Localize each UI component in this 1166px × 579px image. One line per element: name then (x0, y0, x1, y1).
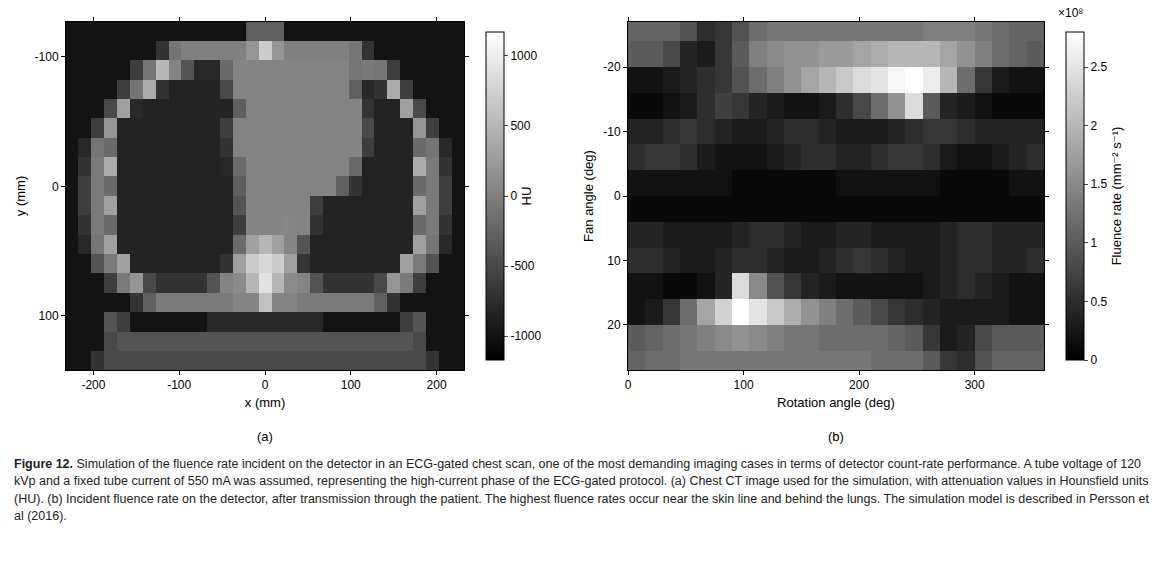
svg-text:300: 300 (965, 378, 985, 392)
svg-text:2.5: 2.5 (1090, 60, 1107, 74)
svg-text:20: 20 (607, 318, 621, 332)
svg-text:×10⁸: ×10⁸ (1058, 6, 1083, 20)
svg-text:100: 100 (39, 309, 59, 323)
svg-text:HU: HU (519, 187, 534, 206)
svg-text:-100: -100 (167, 378, 191, 392)
svg-text:10: 10 (607, 254, 621, 268)
svg-text:0: 0 (262, 378, 269, 392)
svg-text:-10: -10 (603, 125, 621, 139)
svg-text:-200: -200 (81, 378, 105, 392)
svg-text:y (mm): y (mm) (13, 176, 28, 216)
svg-text:100: 100 (341, 378, 361, 392)
svg-text:200: 200 (849, 378, 869, 392)
svg-text:-500: -500 (510, 259, 534, 273)
svg-text:1000: 1000 (510, 49, 537, 63)
svg-text:0: 0 (625, 378, 632, 392)
svg-text:500: 500 (510, 119, 530, 133)
svg-text:1: 1 (1090, 236, 1097, 250)
svg-text:1.5: 1.5 (1090, 177, 1107, 191)
svg-text:200: 200 (427, 378, 447, 392)
svg-text:(a): (a) (257, 429, 273, 444)
svg-text:100: 100 (734, 378, 754, 392)
svg-text:x (mm): x (mm) (245, 395, 285, 410)
svg-text:0: 0 (614, 189, 621, 203)
svg-text:0: 0 (52, 180, 59, 194)
svg-text:Fan angle (deg): Fan angle (deg) (581, 150, 596, 242)
html-text:Figure 12. Simulation of the f: Figure 12. Simulation of the fluence rat… (14, 457, 1149, 523)
svg-text:0.5: 0.5 (1090, 295, 1107, 309)
svg-text:2: 2 (1090, 119, 1097, 133)
svg-text:-100: -100 (35, 50, 59, 64)
svg-text:-1000: -1000 (510, 329, 541, 343)
svg-text:Fluence rate (mm⁻² s⁻¹): Fluence rate (mm⁻² s⁻¹) (1109, 127, 1124, 266)
svg-text:-20: -20 (603, 60, 621, 74)
svg-text:(b): (b) (828, 429, 844, 444)
svg-text:0: 0 (1090, 353, 1097, 367)
svg-text:Rotation angle (deg): Rotation angle (deg) (777, 395, 895, 410)
svg-text:0: 0 (510, 189, 517, 203)
